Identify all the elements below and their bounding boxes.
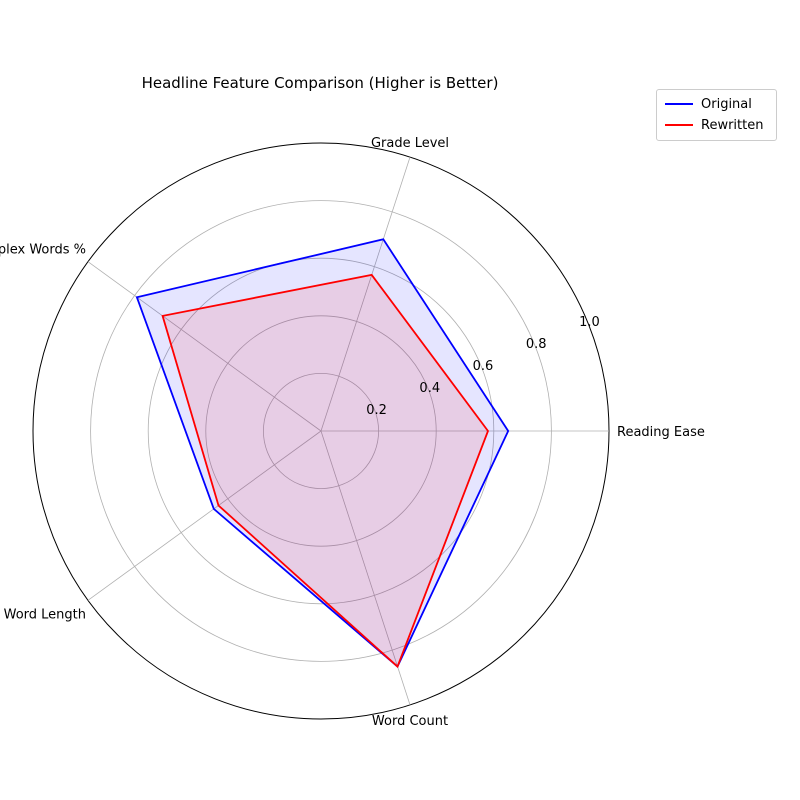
- legend-label-rewritten: Rewritten: [701, 117, 764, 133]
- radial-tick-label: 0.6: [473, 359, 494, 374]
- axis-label: Grade Level: [371, 136, 449, 151]
- grid-spoke: [87, 261, 322, 432]
- radial-tick-label: 0.2: [366, 403, 387, 418]
- legend-item-original: Original: [665, 94, 752, 114]
- axis-label: Complex Words %: [0, 243, 86, 258]
- radial-tick-label: 1.0: [579, 315, 600, 330]
- series-line-original: [135, 238, 510, 669]
- grid-spoke: [87, 430, 322, 601]
- axis-label: Avg Word Length: [0, 607, 86, 622]
- axis-label: Word Count: [372, 714, 448, 729]
- series-line-rewritten: [161, 273, 490, 669]
- legend-swatch-original: [665, 103, 693, 105]
- series-layer: [135, 238, 510, 669]
- radial-tick-label: 0.8: [526, 337, 547, 352]
- legend-swatch-rewritten: [665, 124, 693, 126]
- grid-spoke: [320, 430, 411, 706]
- legend-item-rewritten: Rewritten: [665, 115, 763, 135]
- grid-spoke: [320, 156, 411, 432]
- label-layer: Reading Ease Grade Level Complex Words % Av…: [0, 136, 705, 729]
- axis-label: Reading Ease: [617, 425, 705, 440]
- series-fill-rewritten: [162, 274, 488, 667]
- series-fill-original: [136, 239, 509, 667]
- radial-tick-label: 0.4: [419, 381, 440, 396]
- chart-title: Headline Feature Comparison (Higher is B…: [142, 74, 499, 92]
- legend-label-original: Original: [701, 96, 752, 112]
- grid-layer: [32, 142, 610, 720]
- legend: Original Rewritten: [656, 89, 777, 141]
